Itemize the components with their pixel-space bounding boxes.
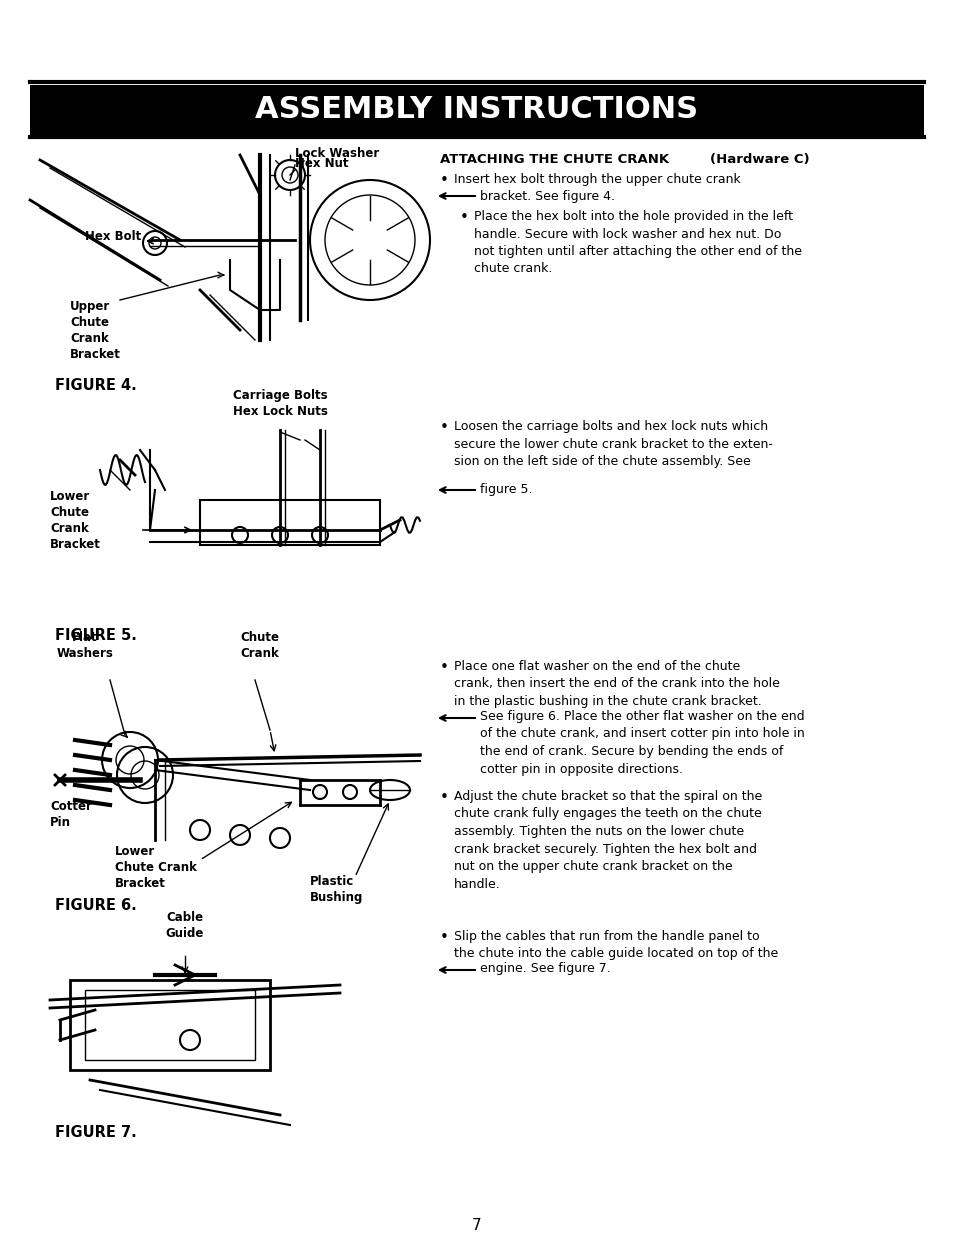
- Text: •: •: [439, 173, 449, 188]
- Text: FIGURE 7.: FIGURE 7.: [55, 1125, 136, 1140]
- Text: Cotter
Pin: Cotter Pin: [50, 800, 91, 829]
- Text: ASSEMBLY INSTRUCTIONS: ASSEMBLY INSTRUCTIONS: [255, 96, 698, 125]
- Text: Hex Bolt: Hex Bolt: [85, 231, 141, 243]
- Text: Plastic
Bushing: Plastic Bushing: [310, 875, 363, 905]
- Text: Adjust the chute bracket so that the spiral on the
chute crank fully engages the: Adjust the chute bracket so that the spi…: [454, 790, 761, 891]
- Text: figure 5.: figure 5.: [479, 483, 532, 496]
- Text: FIGURE 6.: FIGURE 6.: [55, 898, 136, 913]
- Text: Upper
Chute
Crank
Bracket: Upper Chute Crank Bracket: [70, 300, 121, 361]
- Text: ATTACHING THE CHUTE CRANK: ATTACHING THE CHUTE CRANK: [439, 153, 673, 166]
- Text: Insert hex bolt through the upper chute crank: Insert hex bolt through the upper chute …: [454, 173, 740, 186]
- Text: Loosen the carriage bolts and hex lock nuts which
secure the lower chute crank b: Loosen the carriage bolts and hex lock n…: [454, 420, 772, 468]
- Text: Carriage Bolts
Hex Lock Nuts: Carriage Bolts Hex Lock Nuts: [233, 389, 327, 417]
- Text: FIGURE 5.: FIGURE 5.: [55, 628, 136, 643]
- Text: See figure 6. Place the other flat washer on the end
of the chute crank, and ins: See figure 6. Place the other flat washe…: [479, 710, 804, 775]
- Text: Lock Washer: Lock Washer: [294, 147, 379, 159]
- Text: 7: 7: [472, 1217, 481, 1232]
- Text: •: •: [439, 660, 449, 675]
- Text: •: •: [439, 420, 449, 435]
- Text: Place one flat washer on the end of the chute
crank, then insert the end of the : Place one flat washer on the end of the …: [454, 660, 779, 708]
- Text: •: •: [439, 790, 449, 805]
- Bar: [70, 981, 270, 1070]
- Text: FIGURE 4.: FIGURE 4.: [55, 378, 136, 392]
- Text: Flat
Washers: Flat Washers: [56, 630, 113, 660]
- Text: •: •: [459, 211, 468, 226]
- Bar: [85, 991, 254, 1060]
- Bar: [30, 85, 923, 135]
- Text: engine. See figure 7.: engine. See figure 7.: [479, 962, 610, 976]
- Text: •: •: [439, 930, 449, 944]
- Text: Cable
Guide: Cable Guide: [166, 911, 204, 939]
- Text: bracket. See figure 4.: bracket. See figure 4.: [479, 189, 615, 203]
- Text: Lower
Chute Crank
Bracket: Lower Chute Crank Bracket: [115, 845, 196, 890]
- Text: Slip the cables that run from the handle panel to
the chute into the cable guide: Slip the cables that run from the handle…: [454, 930, 778, 961]
- Text: Lower
Chute
Crank
Bracket: Lower Chute Crank Bracket: [50, 490, 101, 551]
- Text: Hex Nut: Hex Nut: [294, 157, 348, 169]
- Text: Place the hex bolt into the hole provided in the left
handle. Secure with lock w: Place the hex bolt into the hole provide…: [474, 211, 801, 275]
- Text: (Hardware C): (Hardware C): [709, 153, 809, 166]
- Bar: [200, 500, 379, 545]
- Text: Chute
Crank: Chute Crank: [240, 630, 278, 660]
